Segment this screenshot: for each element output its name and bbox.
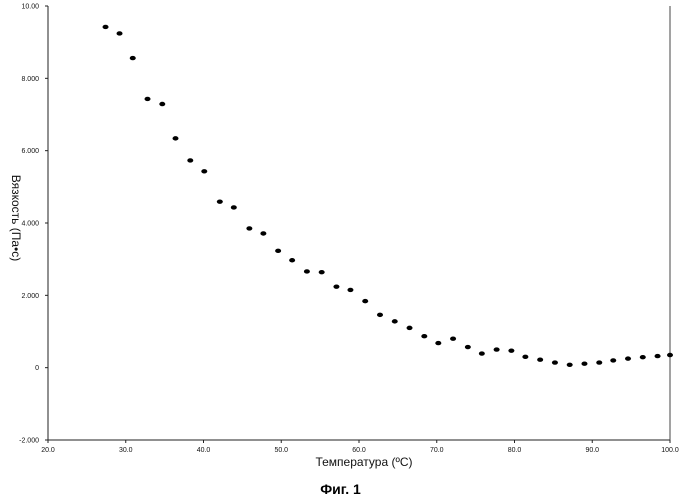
data-point: [450, 337, 456, 341]
data-point: [435, 341, 441, 345]
y-tick-label: 2.000: [21, 293, 39, 300]
x-axis-label: Температура (ºC): [315, 455, 412, 469]
data-point: [567, 363, 573, 367]
data-point: [667, 353, 673, 357]
data-point: [552, 360, 558, 364]
x-axis-ticks: 20.0 30.0 40.0 50.0 60.0 70.0 80.0 90.0 100.0: [41, 440, 679, 454]
data-point: [145, 97, 151, 101]
data-point: [260, 231, 266, 235]
data-point: [117, 31, 123, 35]
data-point: [392, 319, 398, 323]
data-point: [596, 360, 602, 364]
data-point: [537, 358, 543, 362]
x-tick-label: 90.0: [585, 447, 599, 454]
data-point: [508, 348, 514, 352]
data-point: [275, 249, 281, 253]
x-tick-label: 20.0: [41, 447, 55, 454]
y-tick-label: 10.00: [21, 4, 39, 11]
viscosity-chart: 20.0 30.0 40.0 50.0 60.0 70.0 80.0 90.0 100.0 10…: [0, 0, 681, 480]
data-point: [173, 136, 179, 140]
data-point: [231, 205, 237, 209]
y-tick-label: 0: [35, 365, 39, 372]
x-tick-label: 50.0: [274, 447, 288, 454]
figure-caption: Фиг. 1: [0, 481, 681, 497]
data-point: [159, 102, 165, 106]
data-points: [103, 25, 673, 367]
data-point: [246, 226, 252, 230]
x-tick-label: 70.0: [430, 447, 444, 454]
data-point: [289, 258, 295, 262]
y-tick-label: -2.000: [19, 438, 39, 445]
data-point: [407, 326, 413, 330]
x-tick-label: 100.0: [661, 447, 679, 454]
data-point: [640, 355, 646, 359]
data-point: [130, 56, 136, 60]
y-tick-label: 6.000: [21, 148, 39, 155]
data-point: [522, 355, 528, 359]
data-point: [655, 354, 661, 358]
y-tick-label: 8.000: [21, 76, 39, 83]
x-tick-label: 60.0: [352, 447, 366, 454]
data-point: [421, 334, 427, 338]
data-point: [201, 169, 207, 173]
data-point: [187, 158, 193, 162]
data-point: [319, 270, 325, 274]
data-point: [217, 199, 223, 203]
x-tick-label: 30.0: [119, 447, 133, 454]
data-point: [347, 288, 353, 292]
data-point: [465, 345, 471, 349]
data-point: [479, 351, 485, 355]
data-point: [304, 269, 310, 273]
data-point: [610, 358, 616, 362]
data-point: [581, 361, 587, 365]
x-tick-label: 40.0: [197, 447, 211, 454]
data-point: [625, 356, 631, 360]
data-point: [103, 25, 109, 29]
data-point: [362, 299, 368, 303]
data-point: [494, 347, 500, 351]
x-tick-label: 80.0: [508, 447, 522, 454]
y-axis-label: Вязкость (Па•с): [9, 175, 23, 262]
data-point: [333, 284, 339, 288]
axes: [48, 6, 670, 440]
data-point: [377, 313, 383, 317]
y-tick-label: 4.000: [21, 221, 39, 228]
